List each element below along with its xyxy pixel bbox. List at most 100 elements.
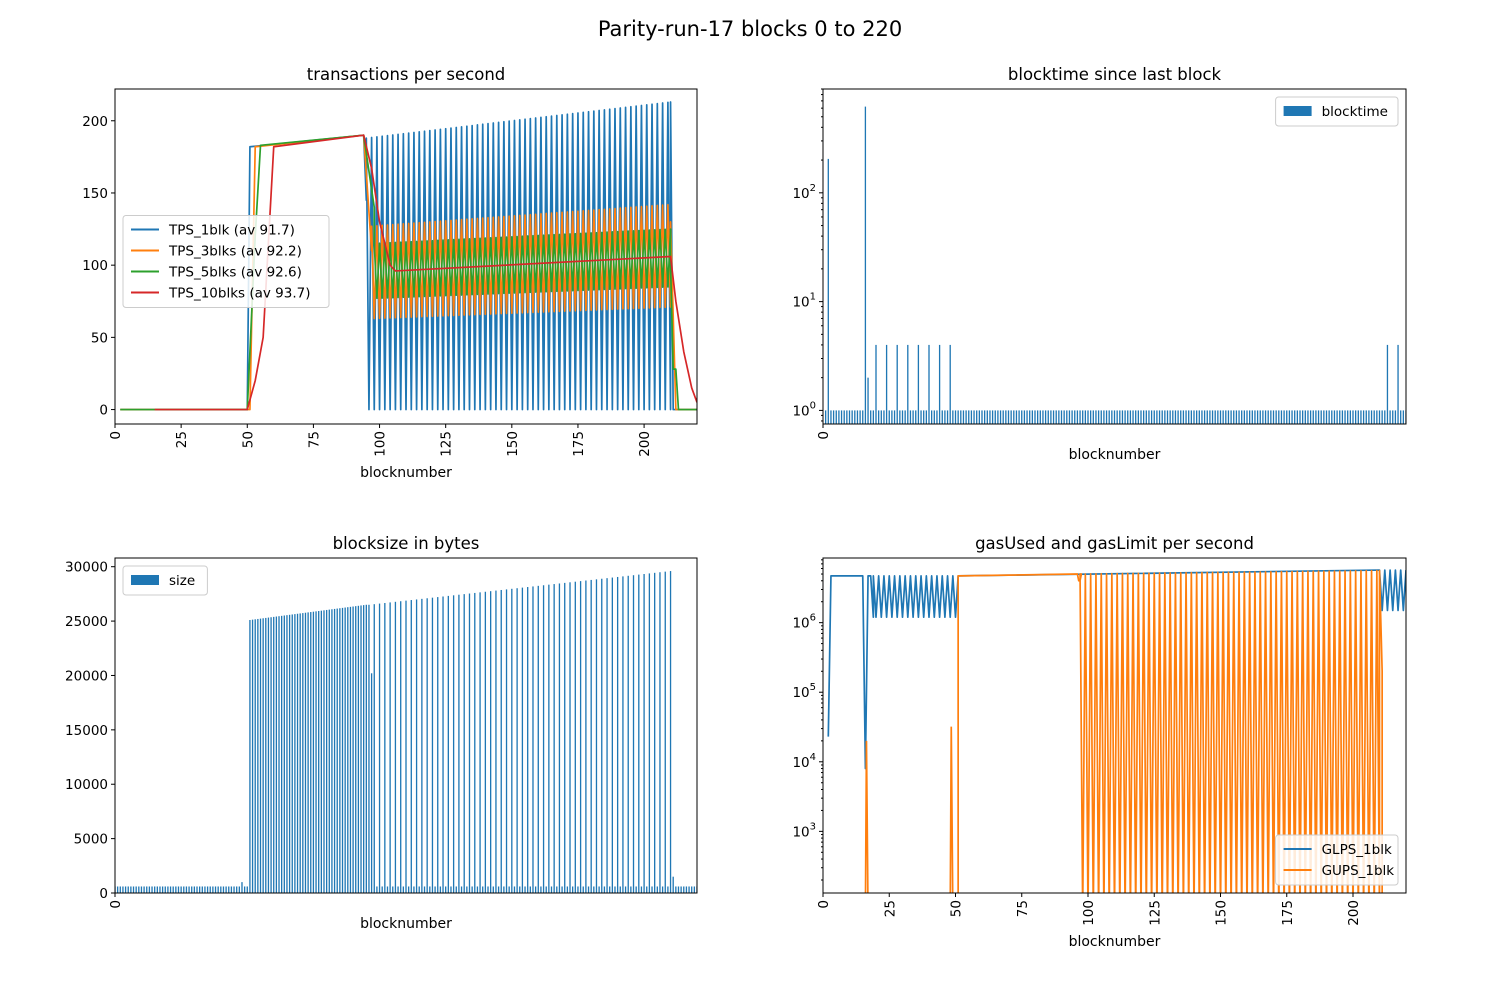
bar (1201, 410, 1203, 424)
bar (1307, 410, 1309, 424)
bar (1087, 410, 1089, 424)
bar (183, 886, 185, 893)
bar (1105, 410, 1108, 424)
bar (1013, 410, 1015, 424)
bar (885, 344, 888, 424)
bar (1161, 410, 1163, 424)
plot-area (824, 106, 1406, 424)
legend-entry: size (169, 573, 195, 589)
y-tick-label: 101 (792, 292, 816, 311)
bar (1251, 410, 1253, 424)
series-spike-2 (864, 740, 869, 893)
bar (1397, 344, 1399, 424)
bar (1373, 410, 1375, 424)
plot-title: transactions per second (307, 65, 506, 84)
bar (257, 618, 259, 893)
y-tick-base: 10 (792, 295, 809, 311)
bar (270, 617, 272, 893)
bar (138, 886, 140, 893)
y-tick-label: 15000 (65, 723, 108, 739)
bar (265, 617, 267, 893)
bar (664, 571, 666, 893)
bar (241, 882, 243, 893)
legend-box (122, 565, 208, 596)
bar (933, 410, 935, 424)
bar (1177, 410, 1179, 424)
bar (273, 616, 275, 893)
bar (896, 344, 898, 424)
bar (601, 578, 603, 893)
bar (1052, 410, 1055, 424)
bar (119, 886, 121, 893)
bar (315, 611, 317, 893)
bar (595, 579, 598, 893)
bar (484, 591, 487, 893)
bar (930, 410, 933, 424)
bar (389, 602, 391, 893)
bar (392, 886, 394, 893)
bar (1029, 410, 1031, 424)
y-tick-label: 0 (99, 403, 108, 419)
bar (278, 616, 280, 893)
bar (603, 886, 606, 893)
x-tick-label: 75 (306, 431, 322, 448)
bar (122, 886, 124, 893)
bar (1007, 410, 1010, 424)
bar (373, 604, 375, 893)
bar (1111, 410, 1113, 424)
bar (1092, 410, 1094, 424)
bar (1270, 410, 1272, 424)
bar (1026, 410, 1028, 424)
bar (1211, 410, 1214, 424)
bar (1362, 410, 1365, 424)
bar (970, 410, 973, 424)
bar (397, 886, 399, 893)
bar (1275, 410, 1277, 424)
blocktime-plot: blocktime blocktime since last block block… (792, 65, 1407, 463)
x-tick-label: 25 (882, 900, 898, 917)
bar (1354, 410, 1357, 424)
bar (872, 410, 875, 424)
bar (1283, 410, 1285, 424)
y-tick-label: 30000 (65, 560, 108, 576)
bar (407, 886, 410, 893)
bar (981, 410, 983, 424)
y-tick-label: 104 (792, 752, 816, 771)
bar (1166, 410, 1169, 424)
bar (840, 410, 843, 424)
bar (434, 886, 436, 893)
bar (1301, 410, 1304, 424)
bar (624, 886, 627, 893)
bar (1241, 410, 1243, 424)
bar (206, 886, 209, 893)
y-tick-label: 105 (792, 682, 816, 701)
bar (320, 610, 323, 893)
bar (677, 886, 680, 893)
bar (669, 571, 672, 893)
bar (1219, 410, 1222, 424)
bar (648, 573, 651, 893)
bar (635, 886, 637, 893)
bar (548, 584, 550, 893)
bar (561, 886, 563, 893)
bar (431, 597, 434, 893)
bar (429, 886, 431, 893)
bar (1309, 410, 1312, 424)
legend-entry: TPS_3blks (av 92.2) (168, 244, 302, 260)
bar (550, 886, 553, 893)
bar (962, 410, 965, 424)
bar (1378, 410, 1381, 424)
bar (474, 592, 476, 893)
bar (938, 344, 941, 424)
bar (262, 618, 264, 893)
bar (312, 611, 315, 893)
bar (236, 886, 238, 893)
bar (1137, 410, 1140, 424)
bar (558, 583, 561, 893)
bar (864, 106, 867, 424)
y-tick-exponent: 1 (810, 292, 816, 303)
x-tick-label: 100 (1081, 900, 1097, 926)
bar (923, 410, 925, 424)
bar (593, 886, 595, 893)
